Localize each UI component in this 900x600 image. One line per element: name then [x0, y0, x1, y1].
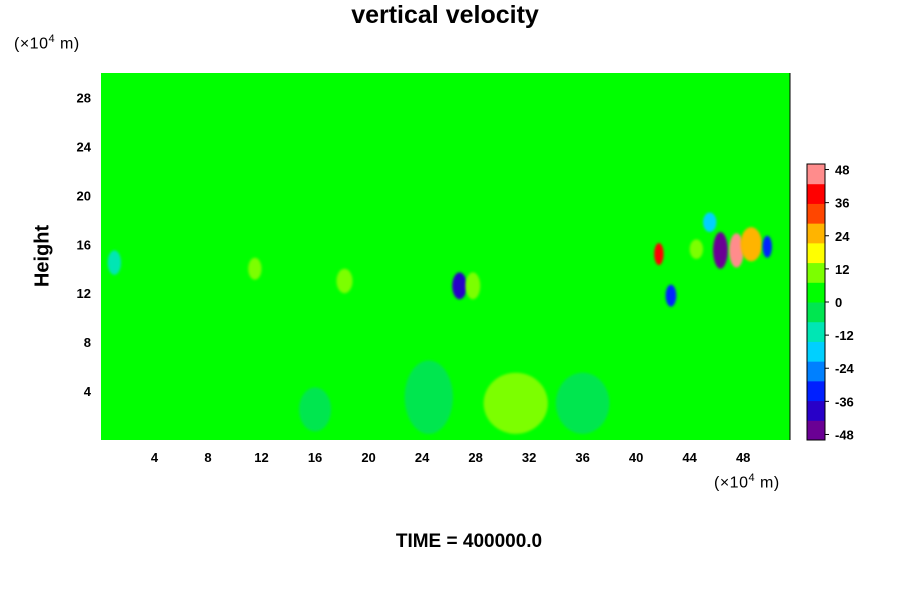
x-tick-label: 48	[736, 450, 750, 465]
heatmap-feature-14	[404, 360, 453, 434]
colorbar-tick-label: -36	[835, 394, 854, 409]
time-label: TIME = 400000.0	[395, 531, 543, 552]
y-tick-label: 4	[84, 384, 92, 399]
x-unit-label: (×104 m)	[714, 472, 780, 492]
colorbar-segment	[807, 183, 825, 204]
chart-title: vertical velocity	[351, 1, 539, 29]
y-tick-label: 16	[77, 237, 91, 252]
x-tick-label: 12	[254, 450, 268, 465]
y-tick-label: 24	[77, 139, 92, 154]
heatmap-feature-13	[483, 372, 548, 434]
heatmap-feature-10	[107, 250, 122, 275]
heatmap-feature-5	[729, 233, 744, 268]
colorbar-segment	[807, 420, 825, 441]
colorbar-segment	[807, 223, 825, 244]
y-unit-label: (×104 m)	[14, 33, 80, 53]
colorbar-segment	[807, 242, 825, 264]
colorbar-tick-label: 24	[835, 229, 850, 244]
colorbar-segment	[807, 282, 825, 303]
x-tick-label: 40	[629, 450, 643, 465]
colorbar-tick-label: 0	[835, 295, 842, 310]
colorbar-segment	[807, 203, 825, 224]
y-tick-label: 28	[77, 90, 91, 105]
colorbar-segment	[807, 361, 825, 382]
colorbar-segment	[807, 321, 825, 342]
heatmap-feature-0	[452, 272, 467, 300]
colorbar-segment	[807, 341, 825, 362]
y-tick-label: 20	[77, 188, 91, 203]
x-tick-label: 8	[204, 450, 211, 465]
x-tick-label: 24	[415, 450, 430, 465]
colorbar-tick-label: -24	[835, 361, 855, 376]
colorbar-tick-label: 12	[835, 262, 849, 277]
colorbar-segment	[807, 380, 825, 402]
heatmap-feature-6	[740, 227, 762, 262]
colorbar-segment	[807, 302, 825, 323]
heatmap-feature-16	[299, 387, 332, 432]
heatmap-feature-7	[762, 235, 772, 258]
colorbar-tick-label: 36	[835, 196, 849, 211]
heatmap-feature-17	[146, 393, 190, 438]
heatmap-feature-2	[654, 243, 664, 266]
x-tick-label: 4	[151, 450, 159, 465]
colorbar-tick-label: 48	[835, 163, 849, 178]
heatmap-feature-1	[465, 272, 481, 300]
x-tick-label: 36	[575, 450, 589, 465]
colorbar-segment	[807, 262, 825, 283]
y-tick-label: 8	[84, 335, 91, 350]
heatmap-feature-3	[665, 284, 677, 307]
x-tick-label: 20	[361, 450, 375, 465]
colorbar-segment	[807, 400, 825, 421]
heatmap-feature-9	[689, 239, 704, 259]
colorbar-tick-label: -12	[835, 328, 854, 343]
heatmap-feature-11	[336, 268, 353, 294]
heatmap-feature-15	[555, 372, 610, 434]
x-tick-label: 28	[468, 450, 482, 465]
colorbar-segment	[807, 164, 825, 185]
y-tick-label: 12	[77, 286, 91, 301]
heatmap-feature-8	[703, 212, 717, 233]
x-tick-label: 16	[308, 450, 322, 465]
heatmap-feature-12	[248, 257, 262, 280]
colorbar-tick-label: -48	[835, 427, 854, 442]
heatmap-feature-4	[713, 232, 728, 269]
x-tick-label: 44	[682, 450, 697, 465]
x-tick-label: 32	[522, 450, 536, 465]
